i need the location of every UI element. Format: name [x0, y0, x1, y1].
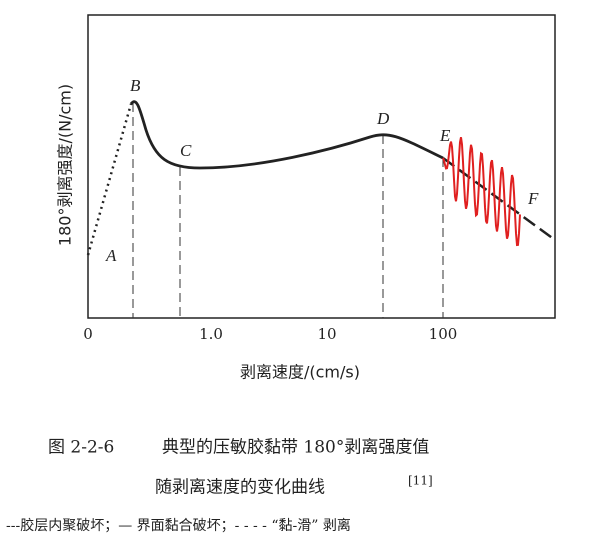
- x-tick-label: 10: [317, 325, 336, 343]
- x-tick-label: 1.0: [199, 325, 223, 343]
- point-label: C: [180, 141, 192, 160]
- figure-number: 图 2-2-6: [48, 438, 114, 458]
- guide-lines: [132, 103, 444, 318]
- y-axis-label: 180°剥离强度/(N/cm): [56, 84, 75, 246]
- x-tick-label: 0: [83, 325, 93, 343]
- stick-slip-oscillation: [442, 137, 521, 247]
- interfacial-segment: [129, 100, 444, 170]
- legend: ---胶层内聚破坏；— 界面黏合破坏；- - - - “黏-滑” 剥离: [6, 517, 351, 534]
- point-label: D: [376, 109, 390, 128]
- x-tick-label: 100: [429, 325, 458, 343]
- point-label: A: [105, 246, 117, 265]
- plot-frame: [87, 14, 556, 319]
- caption-line: 典型的压敏胶黏带 180°剥离强度值: [162, 438, 429, 458]
- point-label: E: [439, 126, 451, 145]
- x-axis-label: 剥离速度/(cm/s): [240, 363, 360, 382]
- reference: [11]: [408, 474, 433, 488]
- cohesive-segment: [86, 103, 133, 256]
- point-label: F: [527, 189, 539, 208]
- point-label: B: [130, 76, 141, 95]
- caption-line: 随剥离速度的变化曲线: [155, 478, 325, 498]
